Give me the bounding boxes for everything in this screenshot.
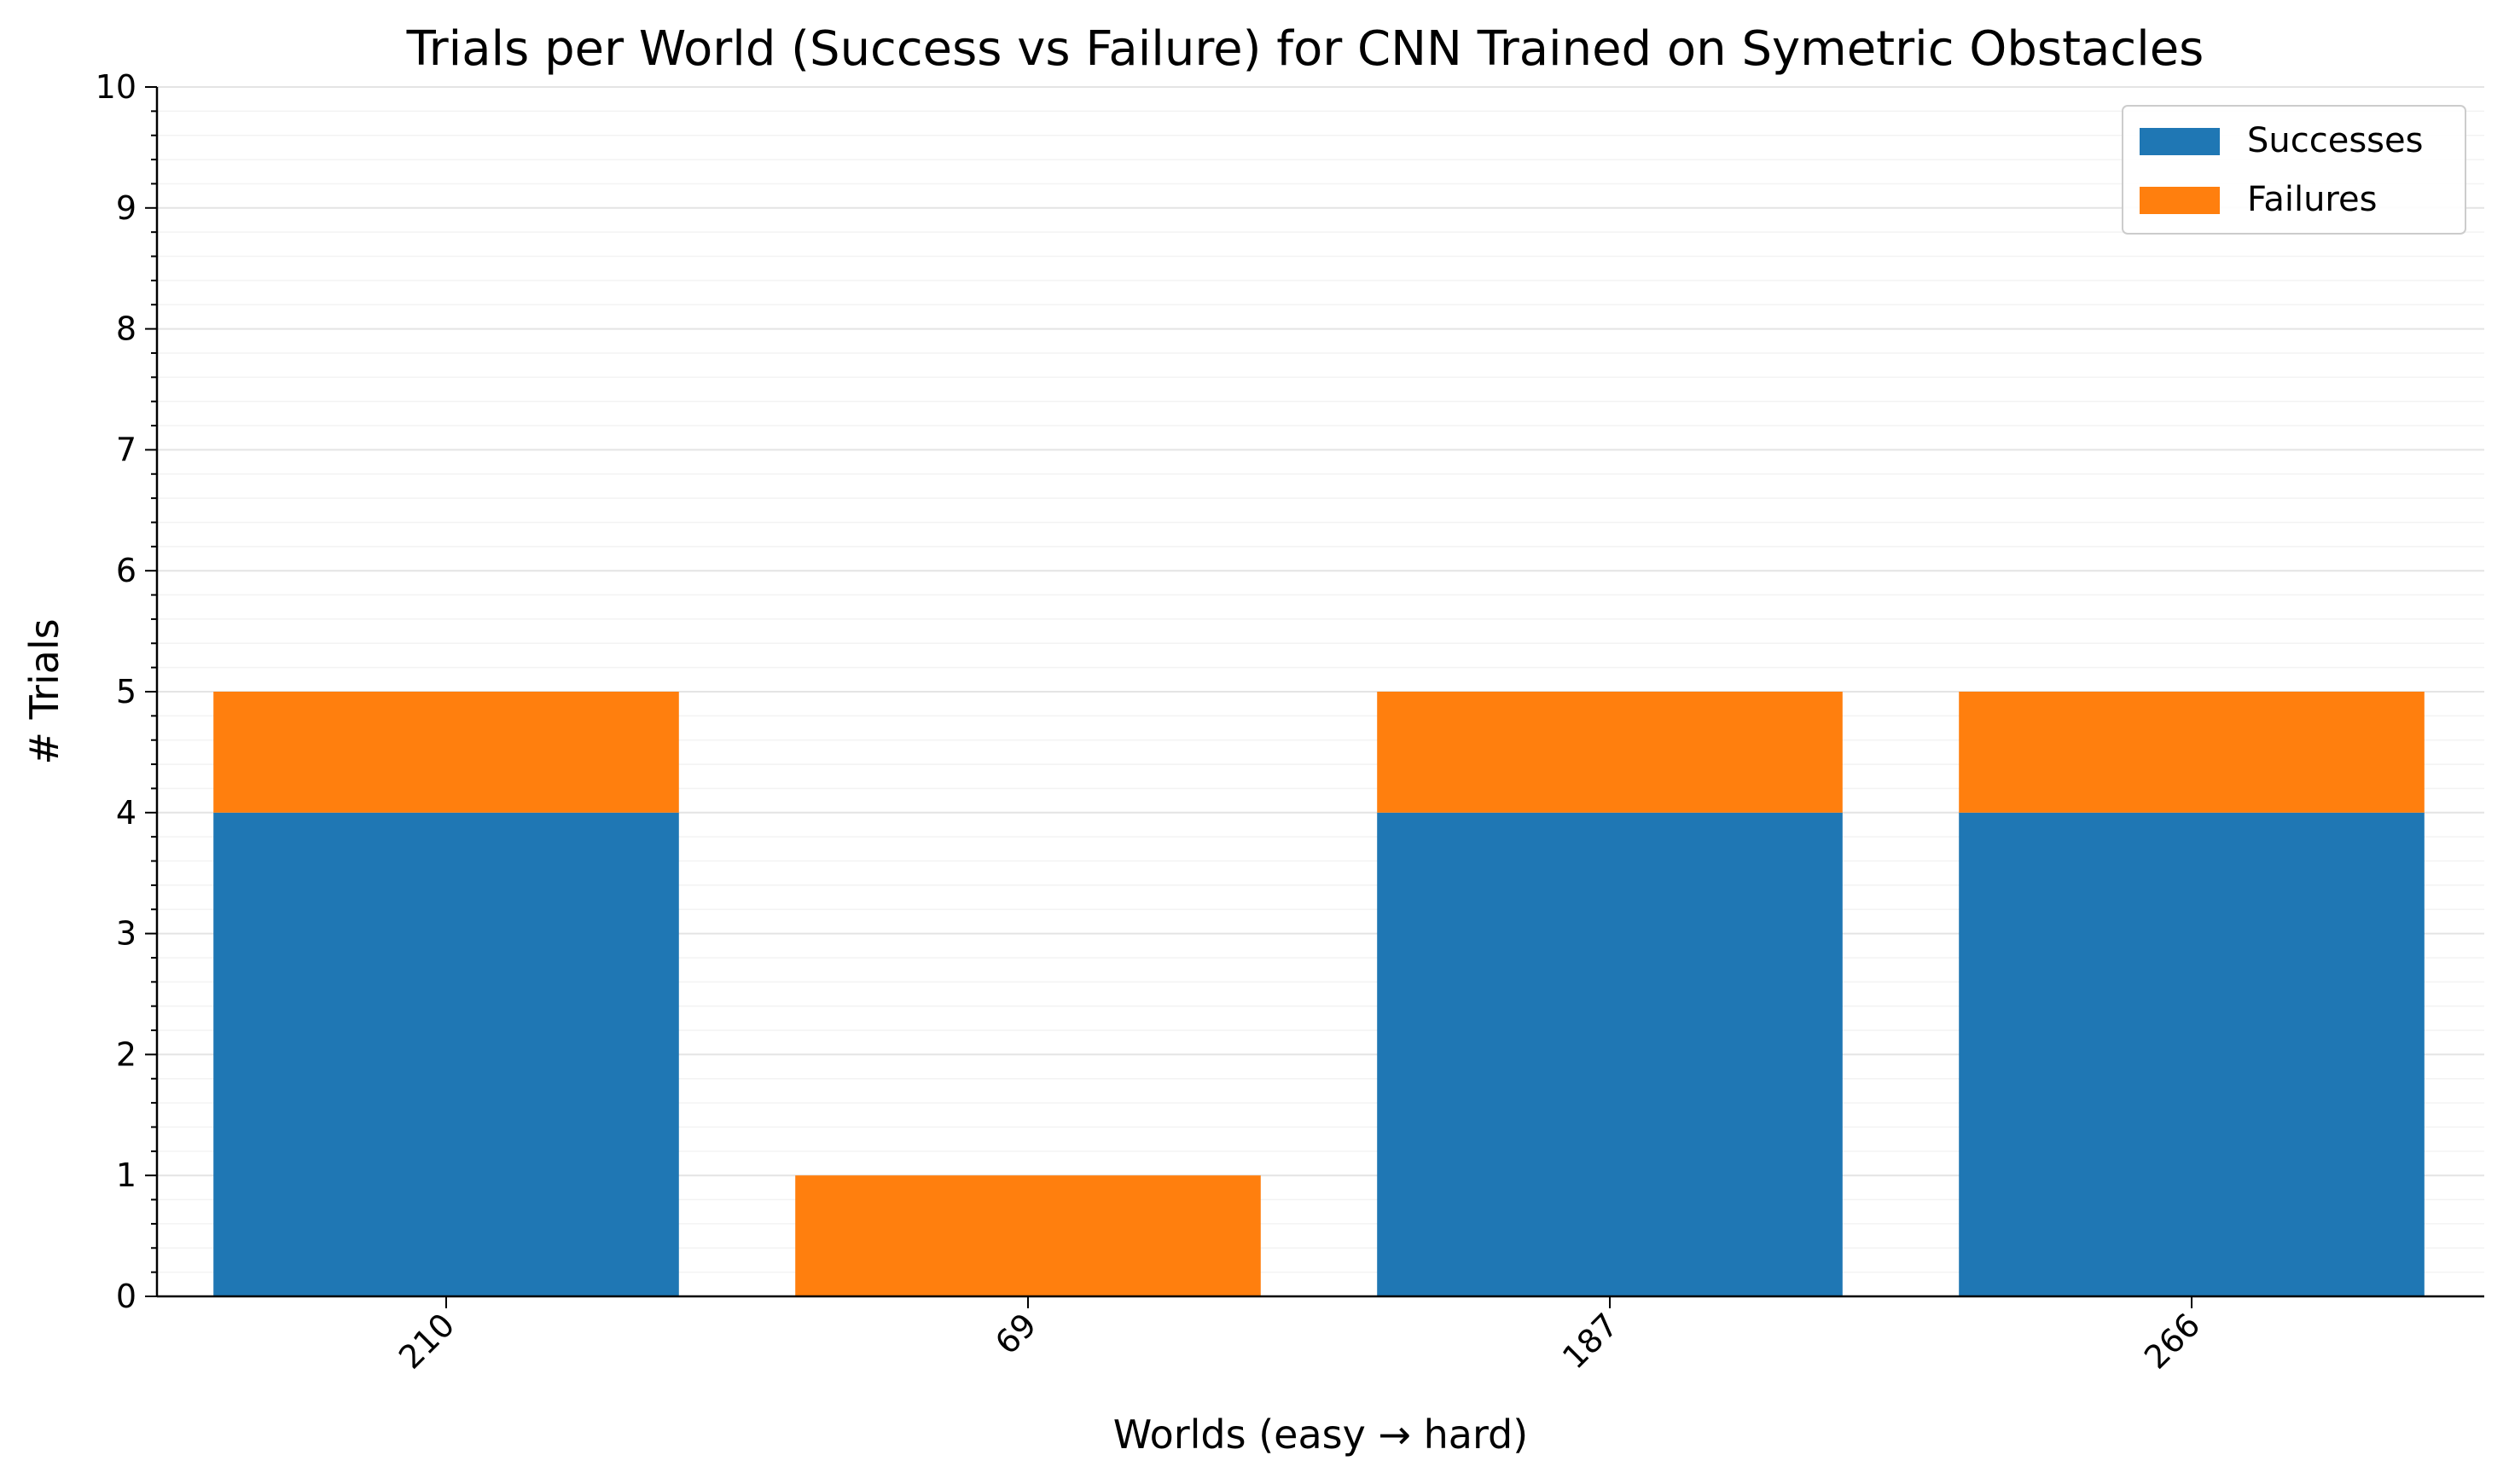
bar-failures-187 <box>1377 692 1843 813</box>
y-tick-label: 4 <box>116 794 136 832</box>
y-ticks: 0 1 2 3 4 5 6 7 8 9 10 <box>96 68 157 1315</box>
chart-title: Trials per World (Success vs Failure) fo… <box>406 21 2204 77</box>
legend-label-failures: Failures <box>2247 180 2377 219</box>
bar-failures-210 <box>213 692 679 813</box>
legend: Successes Failures <box>2122 105 2466 235</box>
y-tick-label: 9 <box>116 189 136 227</box>
y-tick-label: 8 <box>116 310 136 348</box>
y-tick-label: 1 <box>116 1156 136 1194</box>
y-tick-label: 5 <box>116 673 136 710</box>
y-axis-label: # Trials <box>21 618 67 764</box>
y-tick-label: 7 <box>116 431 136 468</box>
x-axis-label: Worlds (easy → hard) <box>1113 1412 1528 1458</box>
bar-successes-187 <box>1377 812 1843 1296</box>
legend-swatch-successes <box>2140 128 2220 155</box>
y-tick-label: 3 <box>116 915 136 953</box>
bar-successes-210 <box>213 812 679 1296</box>
legend-swatch-failures <box>2140 187 2220 214</box>
bar-failures-69 <box>795 1175 1261 1296</box>
legend-label-successes: Successes <box>2247 121 2423 160</box>
y-tick-label: 0 <box>116 1278 136 1315</box>
bars <box>213 692 2425 1296</box>
bar-failures-266 <box>1959 692 2425 813</box>
bar-successes-266 <box>1959 812 2425 1296</box>
y-tick-label: 2 <box>116 1035 136 1073</box>
y-tick-label: 6 <box>116 552 136 589</box>
y-tick-label: 10 <box>96 68 136 106</box>
